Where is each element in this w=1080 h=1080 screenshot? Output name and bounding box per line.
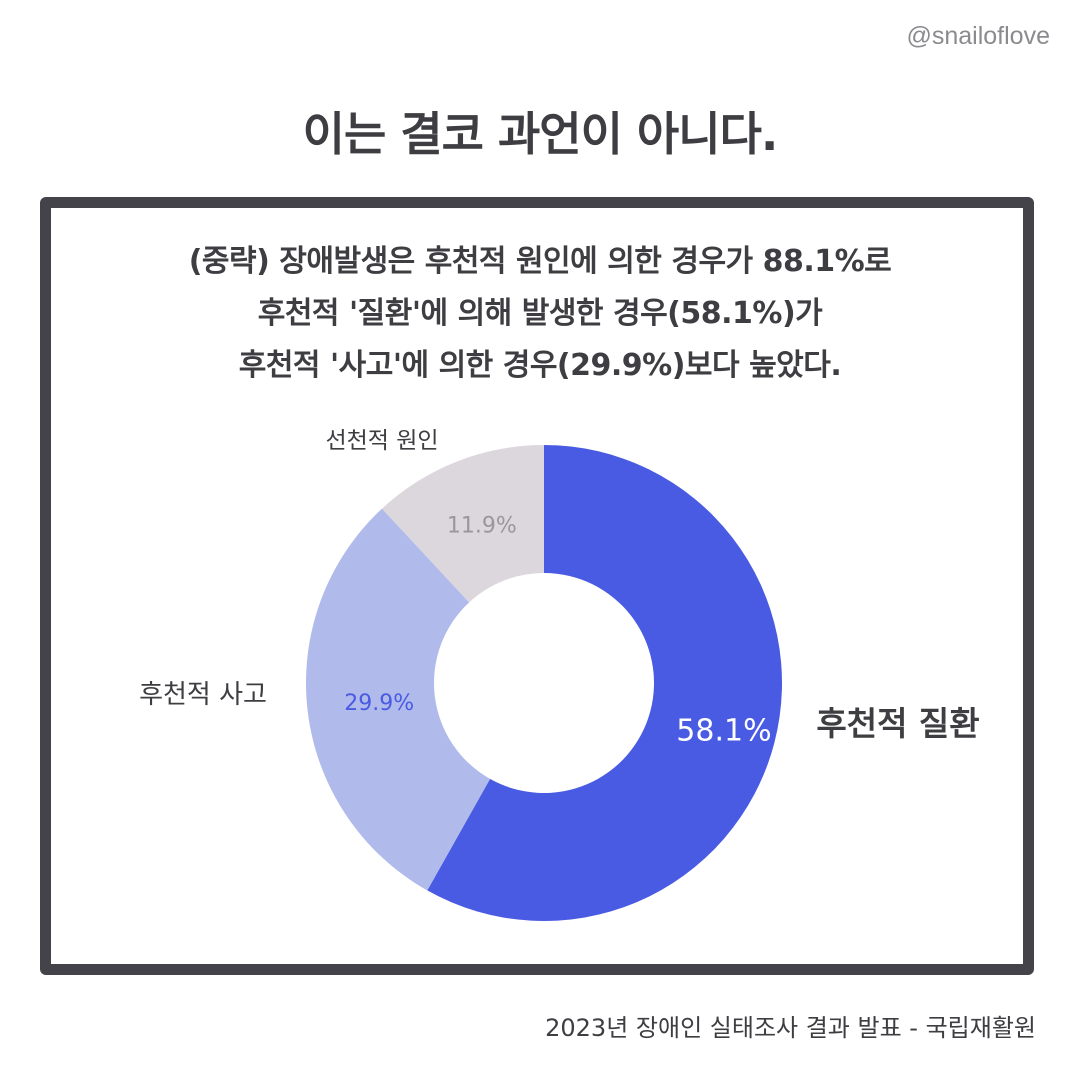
quote-line-3: 후천적 '사고'에 의한 경우(29.9%)보다 높았다. [238, 348, 842, 383]
quote-line-1: (중략) 장애발생은 후천적 원인에 의한 경우가 88.1%로 [188, 244, 892, 279]
donut-slice-1 [427, 445, 782, 921]
account-handle: @snailoflove [906, 22, 1050, 50]
slice-category-label-1: 후천적 질환 [816, 704, 979, 743]
slice-value-label-2: 29.9% [344, 691, 414, 716]
slice-value-label-1: 58.1% [676, 714, 771, 749]
quote-text: (중략) 장애발생은 후천적 원인에 의한 경우가 88.1%로 후천적 '질환… [0, 236, 1080, 392]
donut-slice-3 [382, 445, 544, 603]
slice-category-label-2: 후천적 사고 [139, 680, 267, 710]
quote-line-2: 후천적 '질환'에 의해 발생한 경우(58.1%)가 [257, 296, 823, 331]
content-frame [40, 197, 1034, 975]
donut-slice-2 [305, 508, 491, 891]
slice-value-label-3: 11.9% [447, 513, 517, 538]
page-title: 이는 결코 과언이 아니다. [302, 107, 779, 161]
slice-category-label-3: 선천적 원인 [325, 428, 438, 454]
source-citation: 2023년 장애인 실태조사 결과 발표 - 국립재활원 [545, 1014, 1036, 1042]
